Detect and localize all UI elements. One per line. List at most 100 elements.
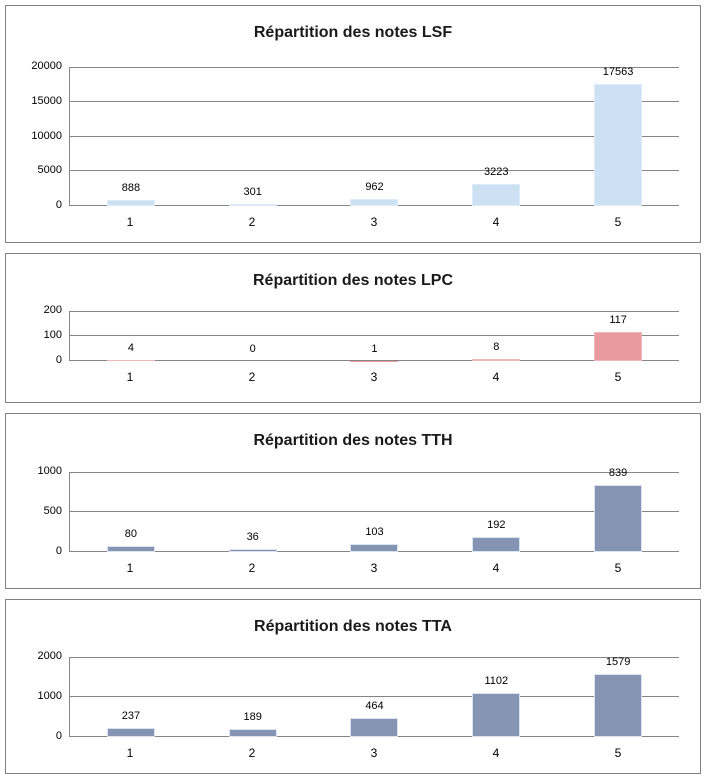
gridline — [70, 696, 679, 697]
category-slot: 1102 — [435, 657, 557, 737]
x-tick-label: 2 — [248, 746, 256, 760]
chart-panel-tth: Répartition des notes TTH 0 500 1000 80 36 1… — [5, 413, 701, 589]
gridline — [70, 311, 679, 312]
chart-panel-lsf: Répartition des notes LSF 0 5000 10000 1500… — [5, 5, 701, 243]
gridline — [70, 335, 679, 336]
bar-4 — [472, 183, 521, 206]
category-slot: 192 — [435, 472, 557, 552]
y-tick-label: 1000 — [37, 465, 62, 477]
gridline — [70, 100, 679, 102]
gridline — [70, 657, 679, 658]
data-label: 80 — [124, 527, 138, 540]
category-slot: 80 — [70, 472, 192, 552]
data-label: 237 — [121, 709, 141, 722]
category-slot: 103 — [314, 472, 436, 552]
data-label: 117 — [609, 313, 627, 326]
y-tick-label: 15000 — [31, 94, 62, 107]
bar-5 — [594, 673, 643, 737]
bar-series: 80 36 103 192 839 — [70, 467, 679, 552]
bar-2 — [228, 203, 277, 206]
bar-5 — [594, 83, 643, 206]
bar-1 — [106, 360, 155, 361]
category-slot: 888 — [70, 67, 192, 206]
data-label: 839 — [608, 466, 628, 479]
gridline — [70, 472, 679, 473]
y-tick-label: 200 — [43, 304, 62, 316]
chart-panel-tta: Répartition des notes TTA 0 1000 2000 237 1… — [5, 599, 701, 774]
bar-4 — [472, 692, 521, 737]
y-tick-label: 0 — [55, 354, 62, 366]
x-axis-labels: 1 2 3 4 5 — [69, 215, 679, 229]
data-label: 464 — [365, 700, 384, 713]
x-tick-label: 1 — [126, 215, 134, 229]
y-axis: 0 500 1000 — [6, 465, 62, 557]
chart-title-tta: Répartition des notes TTA — [254, 618, 452, 635]
x-tick-label: 5 — [614, 215, 622, 229]
data-label: 962 — [365, 181, 384, 194]
plot-area: 80 36 103 192 839 — [69, 467, 679, 552]
x-tick-label: 5 — [614, 370, 622, 384]
data-label: 192 — [487, 518, 506, 531]
bar-series: 888 301 962 3223 17563 — [70, 65, 679, 206]
data-label: 4 — [127, 342, 134, 354]
category-slot: 17563 — [557, 65, 679, 206]
chart-title-lpc: Répartition des notes LPC — [252, 272, 454, 289]
x-tick-label: 2 — [248, 370, 256, 384]
data-label: 17563 — [602, 65, 634, 78]
x-tick-label: 4 — [492, 746, 500, 760]
data-label: 301 — [243, 185, 262, 198]
x-tick-label: 1 — [126, 561, 134, 575]
bar-series: 4 0 1 8 117 — [70, 311, 679, 361]
x-axis-labels: 1 2 3 4 5 — [69, 561, 679, 575]
category-slot: 117 — [557, 311, 679, 361]
y-tick-label: 0 — [55, 730, 62, 742]
x-axis-labels: 1 2 3 4 5 — [69, 746, 679, 760]
bar-series: 237 189 464 1102 1579 — [70, 655, 679, 737]
data-label: 103 — [365, 525, 384, 538]
bar-1 — [106, 545, 155, 552]
category-slot: 301 — [192, 67, 314, 206]
x-tick-label: 3 — [370, 561, 378, 575]
chart-title-lsf: Répartition des notes LSF — [253, 24, 453, 41]
x-tick-label: 2 — [248, 561, 256, 575]
chart-panel-lpc: Répartition des notes LPC 0 100 200 4 0 1 8 11… — [5, 253, 701, 403]
x-tick-label: 3 — [370, 215, 378, 229]
category-slot: 4 — [70, 311, 192, 361]
data-label: 0 — [249, 343, 256, 355]
bar-2 — [228, 549, 277, 552]
gridline — [70, 511, 679, 512]
y-axis: 0 1000 2000 — [6, 650, 62, 742]
data-label: 36 — [246, 531, 259, 544]
bar-5 — [594, 484, 643, 552]
data-label: 1102 — [484, 674, 509, 687]
category-slot: 36 — [192, 472, 314, 552]
chart-title-tth: Répartition des notes TTH — [253, 432, 453, 449]
gridline — [70, 67, 679, 68]
data-label: 1579 — [605, 655, 631, 668]
data-label: 8 — [493, 341, 500, 353]
bar-3 — [350, 718, 399, 737]
data-label: 3223 — [484, 165, 509, 178]
y-tick-label: 20000 — [31, 60, 62, 72]
y-tick-label: 100 — [43, 329, 62, 341]
bar-4 — [472, 359, 521, 361]
x-tick-label: 1 — [126, 370, 134, 384]
bar-5 — [594, 331, 643, 361]
x-tick-label: 2 — [248, 215, 256, 229]
x-tick-label: 3 — [370, 746, 378, 760]
bar-2 — [228, 729, 277, 737]
x-tick-label: 4 — [492, 561, 500, 575]
plot-area: 237 189 464 1102 1579 — [69, 655, 679, 737]
bar-1 — [106, 727, 155, 737]
bar-4 — [472, 536, 521, 552]
category-slot: 0 — [192, 311, 314, 361]
x-tick-label: 5 — [614, 746, 622, 760]
x-tick-label: 5 — [614, 561, 622, 575]
category-slot: 962 — [314, 67, 436, 206]
y-axis: 0 100 200 — [6, 304, 62, 366]
y-tick-label: 0 — [55, 199, 62, 211]
x-tick-label: 1 — [126, 746, 134, 760]
category-slot: 1 — [314, 311, 436, 361]
category-slot: 189 — [192, 657, 314, 737]
